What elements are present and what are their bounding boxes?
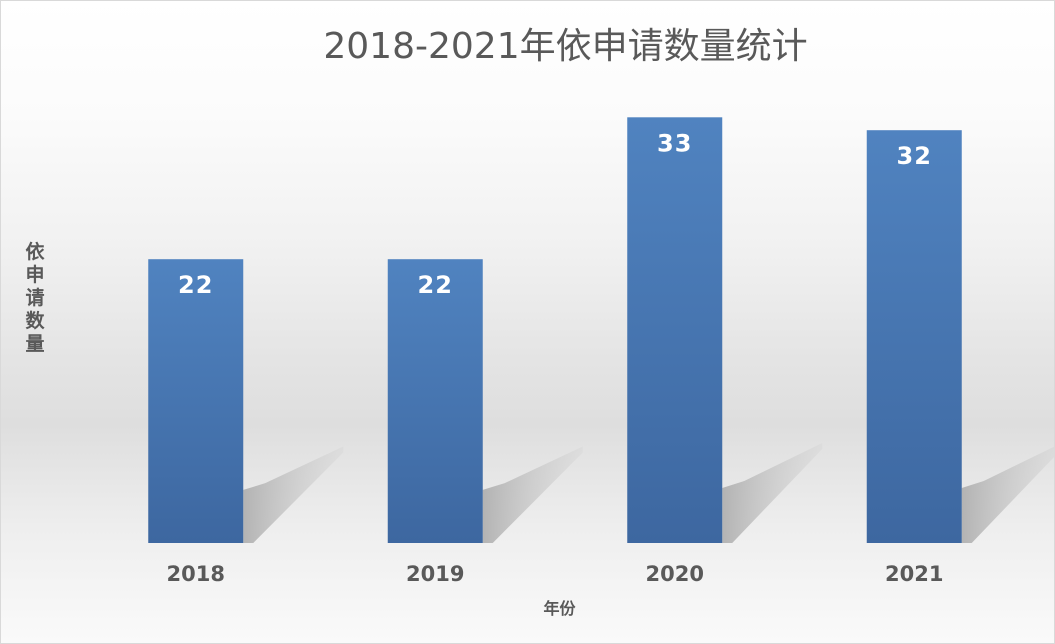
bar-shadows — [243, 443, 1054, 543]
bar-value-label: 22 — [418, 271, 453, 299]
bar-2020 — [627, 117, 723, 544]
bar-value-label: 32 — [897, 142, 932, 170]
bar-shadow — [482, 446, 583, 543]
bars — [148, 117, 962, 544]
bar-shadow — [961, 446, 1054, 543]
bar-2019 — [387, 259, 483, 543]
x-tick-label: 2018 — [167, 562, 225, 586]
bar-2021 — [866, 130, 962, 543]
chart-title: 2018-2021年依申请数量统计 — [323, 26, 808, 67]
x-tick-labels: 2018 2019 2020 2021 — [167, 562, 944, 586]
y-axis-label: 依申请数量 — [25, 241, 45, 355]
bar-2018 — [148, 259, 244, 543]
bar-labels: 22 22 33 32 — [178, 129, 932, 299]
bar-shadow — [722, 443, 823, 543]
bar-shadow — [243, 446, 344, 543]
x-tick-label: 2020 — [646, 562, 704, 586]
x-axis-label: 年份 — [543, 599, 576, 618]
x-tick-label: 2019 — [406, 562, 464, 586]
x-tick-label: 2021 — [885, 562, 943, 586]
bar-value-label: 22 — [178, 271, 213, 299]
bar-value-label: 33 — [657, 129, 692, 157]
